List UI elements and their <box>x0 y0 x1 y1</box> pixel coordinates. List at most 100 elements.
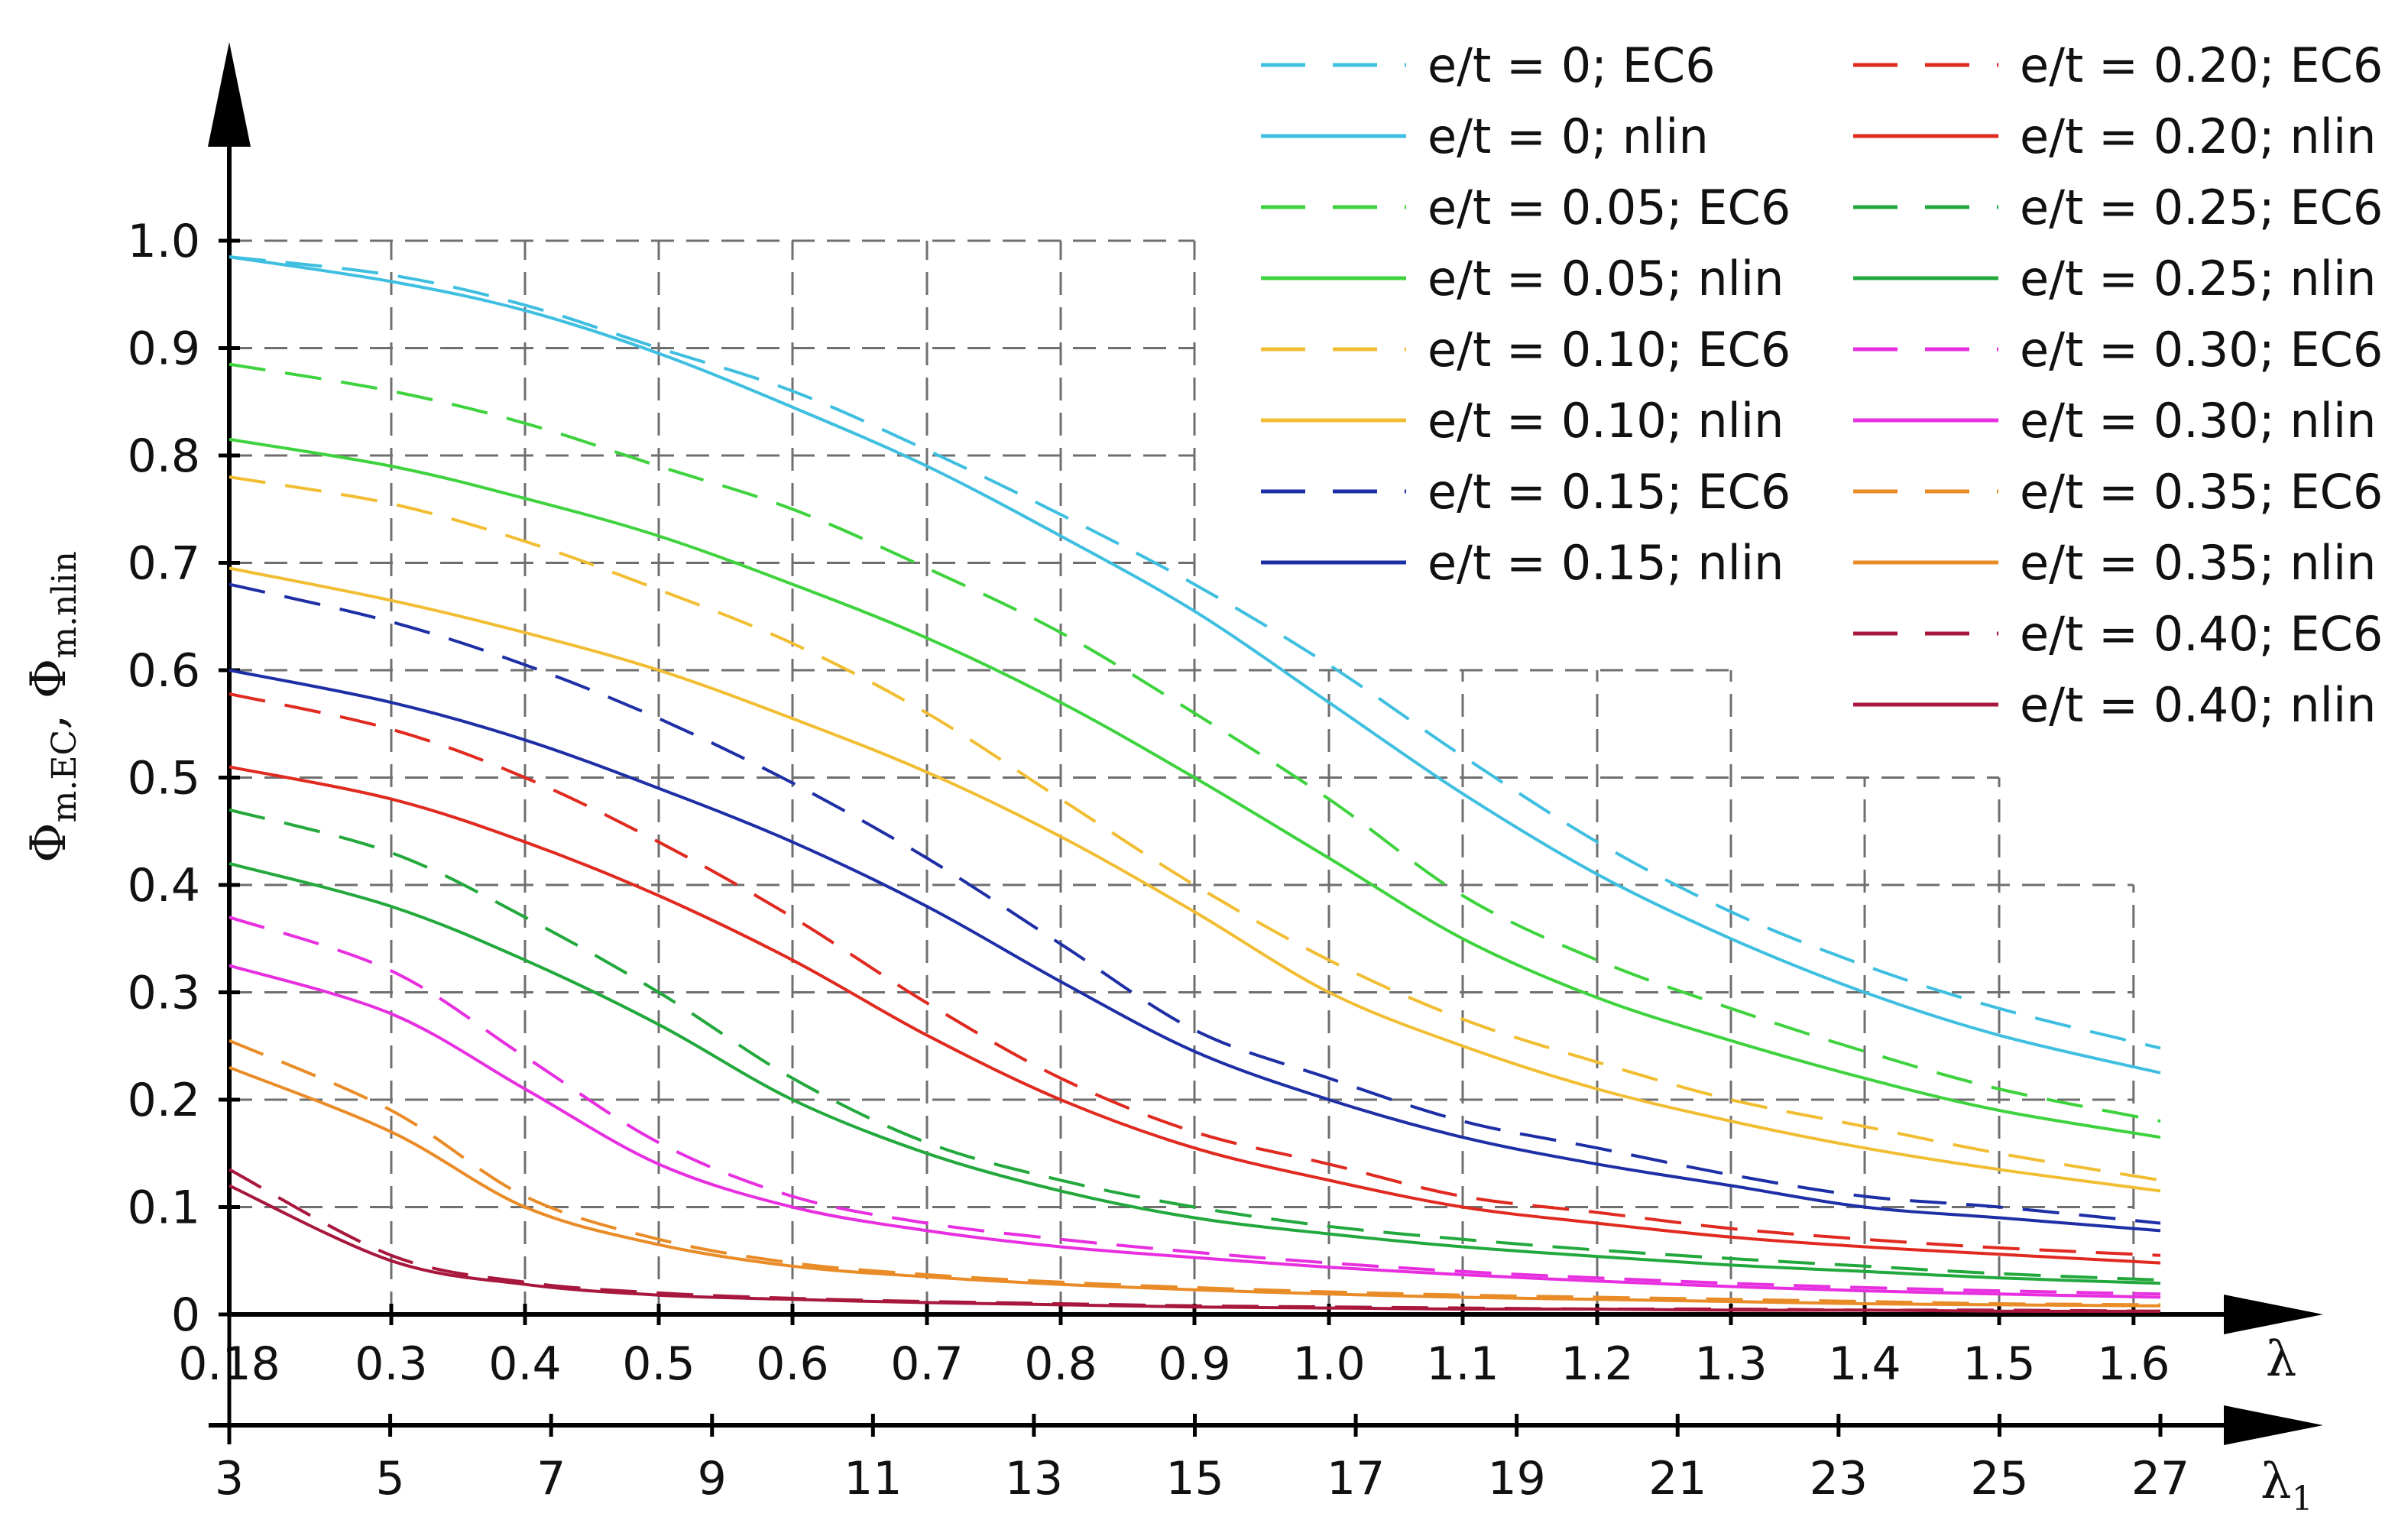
x-tick-label: 1.3 <box>1694 1337 1767 1391</box>
x-tick-label: 0.9 <box>1158 1337 1230 1391</box>
legend-item: e/t = 0.20; EC6 <box>1853 37 2383 93</box>
legend-label: e/t = 0; EC6 <box>1428 37 1716 93</box>
series-line-1 <box>228 255 2161 1050</box>
legend-label: e/t = 0.05; EC6 <box>1428 180 1791 235</box>
secondary-axis-title-main: λ <box>2261 1454 2292 1510</box>
secondary-axis-arrow-icon <box>2224 1405 2323 1445</box>
x-tick-label: 0.7 <box>890 1337 963 1391</box>
legend-label: e/t = 0; nlin <box>1428 109 1709 164</box>
x-tick-label: 1.0 <box>1292 1337 1365 1391</box>
secondary-tick-label: 3 <box>215 1452 244 1505</box>
secondary-axis-title-sub: 1 <box>2292 1480 2313 1518</box>
legend-label: e/t = 0.35; EC6 <box>2020 464 2383 520</box>
legend-item: e/t = 0.15; nlin <box>1261 535 1784 591</box>
secondary-tick-label: 15 <box>1165 1452 1223 1505</box>
legend-item: e/t = 0.30; EC6 <box>1853 322 2383 378</box>
series-line-10 <box>228 765 2161 1265</box>
series-line-11 <box>228 808 2161 1282</box>
secondary-tick-label: 5 <box>375 1452 404 1505</box>
series-line-15 <box>228 1039 2161 1307</box>
x-tick-label: 0.6 <box>756 1337 828 1391</box>
secondary-tick-label: 9 <box>698 1452 727 1505</box>
secondary-tick-label: 13 <box>1005 1452 1063 1505</box>
legend-item: e/t = 0.10; EC6 <box>1261 322 1791 378</box>
legend-item: e/t = 0.35; nlin <box>1853 535 2376 591</box>
secondary-axis-title: λ1 <box>2261 1454 2313 1518</box>
y-tick-label: 0.2 <box>128 1074 200 1127</box>
legend-label: e/t = 0.40; nlin <box>2020 677 2376 733</box>
y-tick-label: 0.9 <box>128 322 200 376</box>
legend-item: e/t = 0.35; EC6 <box>1853 464 2383 520</box>
x-tick-label: 1.1 <box>1426 1337 1499 1391</box>
x-axis-title: λ <box>2266 1331 2297 1388</box>
y-tick-label: 0.6 <box>128 644 200 698</box>
y-axis-title-phi-1: Φ <box>21 822 77 862</box>
y-axis-title-separator: , <box>21 698 77 730</box>
series-line-14 <box>228 964 2161 1299</box>
y-tick-label: 0.4 <box>128 859 200 912</box>
y-tick-label: 1.0 <box>128 215 200 268</box>
series-line-13 <box>228 916 2161 1296</box>
legend-label: e/t = 0.20; EC6 <box>2020 37 2383 93</box>
series-lines <box>228 255 2161 1313</box>
legend-label: e/t = 0.15; nlin <box>1428 535 1784 591</box>
legend-label: e/t = 0.25; nlin <box>2020 251 2376 306</box>
secondary-tick-label: 7 <box>536 1452 566 1505</box>
y-tick-label: 0.8 <box>128 429 200 483</box>
series-line-8 <box>228 669 2161 1233</box>
series-line-5 <box>228 475 2161 1182</box>
x-tick-label: 0.4 <box>488 1337 561 1391</box>
x-tick-label: 0.8 <box>1024 1337 1097 1391</box>
legend-item: e/t = 0.25; nlin <box>1853 251 2376 306</box>
legend-label: e/t = 0.05; nlin <box>1428 251 1784 306</box>
legend-item: e/t = 0; nlin <box>1261 109 1709 164</box>
legend-label: e/t = 0.30; nlin <box>2020 393 2376 449</box>
y-tick-label: 0.5 <box>128 752 200 805</box>
legend-item: e/t = 0.25; EC6 <box>1853 180 2383 235</box>
legend-item: e/t = 0.05; nlin <box>1261 251 1784 306</box>
x-tick-label: 1.2 <box>1561 1337 1633 1391</box>
series-line-12 <box>228 861 2161 1285</box>
legend-item: e/t = 0; EC6 <box>1261 37 1716 93</box>
series-line-7 <box>228 582 2161 1225</box>
legend-item: e/t = 0.10; nlin <box>1261 393 1784 449</box>
series-line-6 <box>228 566 2161 1193</box>
y-axis-title-phi-2: Φ <box>21 659 77 698</box>
legend-item: e/t = 0.20; nlin <box>1853 109 2376 164</box>
x-tick-label: 1.5 <box>1962 1337 2035 1391</box>
axes <box>208 42 2323 1445</box>
legend-label: e/t = 0.10; EC6 <box>1428 322 1791 378</box>
y-axis-title-sub-1: m.EC <box>45 730 84 823</box>
legend-label: e/t = 0.15; EC6 <box>1428 464 1791 520</box>
secondary-tick-label: 27 <box>2131 1452 2189 1505</box>
legend-label: e/t = 0.20; nlin <box>2020 109 2376 164</box>
y-axis-title: Φm.EC, Φm.nlin <box>21 551 84 863</box>
series-line-18 <box>228 1184 2161 1313</box>
secondary-tick-label: 21 <box>1648 1452 1706 1505</box>
x-tick-label: 1.6 <box>2097 1337 2170 1391</box>
series-line-16 <box>228 1065 2161 1308</box>
x-tick-label: 0.5 <box>622 1337 695 1391</box>
legend-item: e/t = 0.05; EC6 <box>1261 180 1791 235</box>
y-tick-label: 0 <box>171 1288 200 1342</box>
y-tick-label: 0.7 <box>128 537 200 591</box>
series-line-9 <box>228 692 2161 1257</box>
x-axis-arrow-icon <box>2224 1295 2323 1334</box>
legend-label: e/t = 0.10; nlin <box>1428 393 1784 449</box>
legend-item: e/t = 0.40; nlin <box>1853 677 2376 733</box>
y-tick-label: 0.1 <box>128 1181 200 1235</box>
secondary-tick-label: 23 <box>1810 1452 1868 1505</box>
legend-item: e/t = 0.30; nlin <box>1853 393 2376 449</box>
legend-label: e/t = 0.25; EC6 <box>2020 180 2383 235</box>
secondary-tick-label: 25 <box>1970 1452 2028 1505</box>
legend: e/t = 0; EC6 e/t = 0; nlin e/t = 0.05; EC6… <box>1261 37 2383 733</box>
secondary-tick-label: 17 <box>1327 1452 1385 1505</box>
secondary-tick-label: 11 <box>844 1452 902 1505</box>
series-line-2 <box>228 255 2161 1074</box>
grid <box>229 239 2135 1314</box>
series-line-3 <box>228 362 2161 1123</box>
legend-item: e/t = 0.15; EC6 <box>1261 464 1791 520</box>
legend-label: e/t = 0.35; nlin <box>2020 535 2376 591</box>
legend-item: e/t = 0.40; EC6 <box>1853 606 2383 662</box>
